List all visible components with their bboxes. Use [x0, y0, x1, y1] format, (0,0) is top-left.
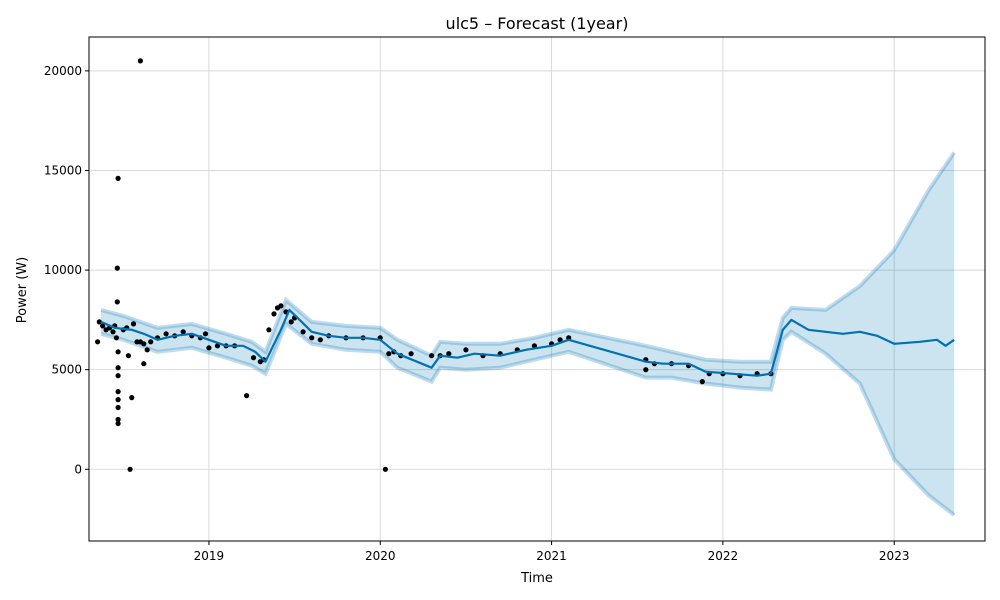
observed-point	[446, 351, 452, 357]
observed-point	[429, 353, 435, 359]
interval-upper-edge	[100, 151, 956, 364]
observed-point	[115, 416, 121, 423]
observed-point	[141, 361, 147, 367]
observed-point	[271, 311, 277, 317]
observed-point	[202, 331, 209, 337]
observed-point	[114, 299, 120, 305]
observed-point	[288, 319, 294, 325]
observed-point	[137, 58, 143, 64]
y-tick-label: 15000	[44, 163, 82, 177]
observed-point	[244, 393, 250, 399]
observed-point	[129, 395, 135, 401]
observed-point	[463, 347, 469, 353]
x-tick-label: 2020	[365, 549, 396, 563]
x-tick-label: 2021	[536, 549, 567, 563]
observed-point	[141, 341, 147, 347]
observed-point	[144, 347, 150, 353]
observed-point	[300, 329, 306, 335]
y-axis-label: Power (W)	[15, 257, 30, 323]
x-tick-label: 2022	[708, 549, 739, 563]
observed-point	[386, 351, 392, 357]
observed-point	[408, 351, 414, 357]
observed-point	[148, 339, 154, 345]
observed-point	[113, 335, 119, 341]
observed-point	[163, 331, 169, 337]
observed-point	[699, 379, 705, 385]
observed-point	[115, 349, 121, 355]
observed-point	[266, 327, 272, 333]
observed-point	[115, 373, 121, 379]
observed-point	[115, 404, 121, 411]
observed-point	[115, 420, 121, 427]
observed-point	[100, 323, 106, 329]
chart-title: ulc5 – Forecast (1year)	[446, 14, 629, 33]
observed-point	[115, 175, 121, 181]
grid-lines	[89, 37, 985, 541]
observed-point	[278, 303, 284, 309]
observed-point	[531, 343, 538, 349]
forecast-series-line	[100, 308, 955, 377]
observed-point	[110, 329, 116, 335]
observed-point	[115, 365, 121, 371]
x-tick-label: 2023	[879, 549, 910, 563]
y-tick-label: 10000	[44, 263, 82, 277]
observed-point	[130, 321, 137, 327]
observed-point	[95, 339, 101, 345]
plot-axes: 2019 2020 2021 2022 2023 0 5000 10000 15000 20000	[44, 36, 986, 563]
observed-point	[214, 343, 221, 349]
interval-band	[101, 152, 955, 516]
plot-frame	[88, 36, 986, 542]
uncertainty-interval	[100, 151, 956, 517]
observed-point	[643, 367, 649, 373]
observed-point	[127, 466, 133, 472]
observed-point	[557, 337, 563, 343]
observed-point	[317, 337, 323, 343]
x-axis-label: Time	[520, 571, 553, 586]
observed-point	[114, 265, 120, 271]
observed-point	[206, 345, 212, 351]
y-tick-label: 20000	[44, 64, 82, 78]
observed-point	[96, 319, 102, 325]
observed-point	[115, 397, 121, 403]
y-tick-label: 0	[74, 462, 82, 476]
observed-point	[125, 353, 131, 359]
y-tick-label: 5000	[51, 363, 82, 377]
observed-point	[382, 466, 388, 472]
observed-point	[180, 329, 186, 335]
x-tick-label: 2019	[194, 549, 225, 563]
interval-lower-edge	[100, 320, 956, 517]
observed-point	[309, 335, 315, 341]
observed-point	[250, 355, 257, 361]
observed-point	[115, 389, 121, 395]
forecast-line	[100, 308, 955, 377]
